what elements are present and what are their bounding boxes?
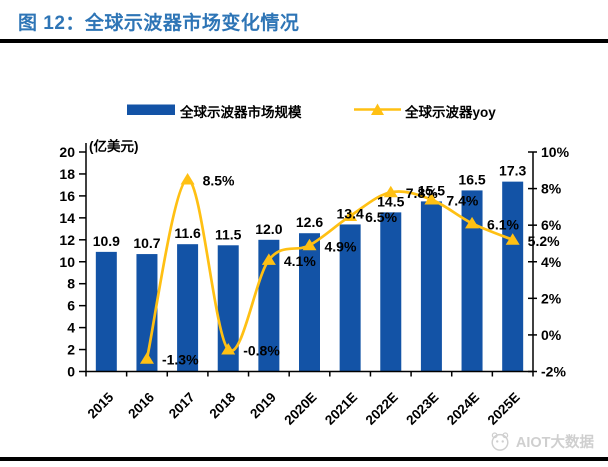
right-axis-tick-label: -2% bbox=[541, 364, 566, 380]
bar-2016 bbox=[136, 254, 158, 372]
bar-value-label: 12.6 bbox=[296, 214, 323, 230]
left-axis-tick-label: 6 bbox=[67, 298, 75, 314]
bar-value-label: 10.9 bbox=[93, 233, 120, 249]
right-axis-tick-label: 4% bbox=[541, 254, 562, 270]
watermark: AIOT大数据 bbox=[489, 430, 594, 452]
bar-2025E bbox=[502, 181, 524, 372]
x-axis-label: 2024E bbox=[444, 390, 482, 428]
yoy-marker bbox=[302, 238, 317, 251]
legend-bar-swatch bbox=[127, 104, 175, 115]
x-axis-label: 2018 bbox=[206, 389, 238, 421]
legend-line-marker bbox=[371, 103, 384, 115]
yoy-marker bbox=[343, 209, 358, 222]
x-axis-label: 2019 bbox=[247, 390, 279, 422]
legend-line-label: 全球示波器yoy bbox=[404, 104, 496, 120]
legend-bar-label: 全球示波器市场规模 bbox=[179, 104, 302, 120]
bar-value-label: 11.6 bbox=[174, 225, 201, 241]
yoy-marker bbox=[505, 233, 520, 245]
x-axis-label: 2017 bbox=[166, 390, 198, 422]
yoy-value-label: -0.8% bbox=[243, 343, 280, 359]
left-axis-title: (亿美元) bbox=[89, 138, 139, 154]
bar-value-label: 13.4 bbox=[337, 205, 364, 221]
right-axis-tick-label: 10% bbox=[541, 144, 570, 160]
yoy-marker bbox=[180, 172, 195, 185]
left-axis-tick-label: 12 bbox=[59, 232, 75, 248]
x-axis-label: 2020E bbox=[281, 390, 319, 428]
bar-2015 bbox=[95, 251, 117, 372]
x-axis-label: 2021E bbox=[322, 390, 360, 428]
yoy-value-label: -1.3% bbox=[162, 352, 199, 368]
yoy-marker bbox=[383, 185, 398, 198]
bar-2020E bbox=[299, 233, 320, 372]
bar-value-label: 17.3 bbox=[499, 163, 526, 179]
left-axis-tick-label: 16 bbox=[59, 188, 75, 204]
right-axis-tick-label: 8% bbox=[541, 181, 562, 197]
bar-value-label: 14.5 bbox=[377, 193, 404, 209]
watermark-logo-icon bbox=[491, 432, 509, 451]
bar-value-label: 12.0 bbox=[255, 221, 282, 237]
x-axis-label: 2022E bbox=[363, 390, 401, 428]
x-axis-label: 2025E bbox=[485, 390, 523, 428]
right-axis-tick-label: 6% bbox=[541, 217, 562, 233]
yoy-value-label: 7.4% bbox=[446, 193, 478, 209]
bar-2023E bbox=[420, 201, 442, 372]
right-axis-tick-label: 2% bbox=[541, 290, 562, 306]
yoy-value-label: 6.5% bbox=[365, 209, 397, 225]
yoy-value-label: 4.1% bbox=[284, 253, 316, 269]
bar-2017 bbox=[177, 244, 199, 372]
bar-2024E bbox=[461, 190, 483, 372]
x-axis-label: 2016 bbox=[125, 389, 157, 421]
left-axis-tick-label: 4 bbox=[67, 320, 75, 336]
yoy-marker bbox=[465, 216, 480, 229]
footer-divider-line bbox=[0, 457, 608, 461]
yoy-marker bbox=[139, 352, 154, 364]
x-axis-label: 2015 bbox=[85, 389, 117, 421]
yoy-marker bbox=[261, 253, 276, 265]
yoy-value-label: 4.9% bbox=[325, 238, 357, 254]
left-axis-tick-label: 2 bbox=[67, 342, 75, 358]
bar-value-label: 11.5 bbox=[215, 226, 242, 242]
figure-title: 图 12：全球示波器市场变化情况 bbox=[18, 13, 300, 34]
left-axis-tick-label: 0 bbox=[67, 364, 75, 380]
yoy-value-label: 6.1% bbox=[487, 216, 519, 232]
bar-value-label: 15.5 bbox=[418, 182, 445, 198]
watermark-text: AIOT大数据 bbox=[515, 434, 594, 451]
yoy-marker bbox=[221, 343, 236, 355]
left-axis-tick-label: 14 bbox=[59, 210, 75, 226]
bar-value-label: 16.5 bbox=[458, 171, 485, 187]
yoy-value-label: 8.5% bbox=[203, 172, 235, 188]
yoy-value-label: 5.2% bbox=[528, 233, 560, 249]
left-axis-tick-label: 18 bbox=[59, 166, 75, 182]
bar-2022E bbox=[380, 212, 402, 372]
left-axis-tick-label: 8 bbox=[67, 276, 75, 292]
bar-value-label: 10.7 bbox=[133, 235, 160, 251]
left-axis-tick-label: 20 bbox=[59, 144, 75, 160]
x-axis-label: 2023E bbox=[403, 390, 441, 428]
yoy-marker bbox=[424, 193, 439, 205]
bar-2021E bbox=[339, 224, 361, 372]
right-axis-tick-label: 0% bbox=[541, 327, 562, 343]
left-axis-tick-label: 10 bbox=[59, 254, 75, 270]
title-divider-line bbox=[0, 39, 608, 43]
